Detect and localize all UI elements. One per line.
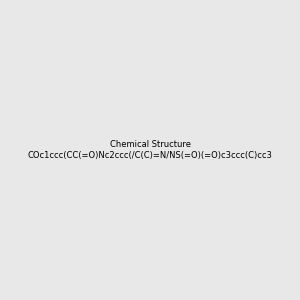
Text: Chemical Structure
COc1ccc(CC(=O)Nc2ccc(/C(C)=N/NS(=O)(=O)c3ccc(C)cc3: Chemical Structure COc1ccc(CC(=O)Nc2ccc(… bbox=[28, 140, 272, 160]
